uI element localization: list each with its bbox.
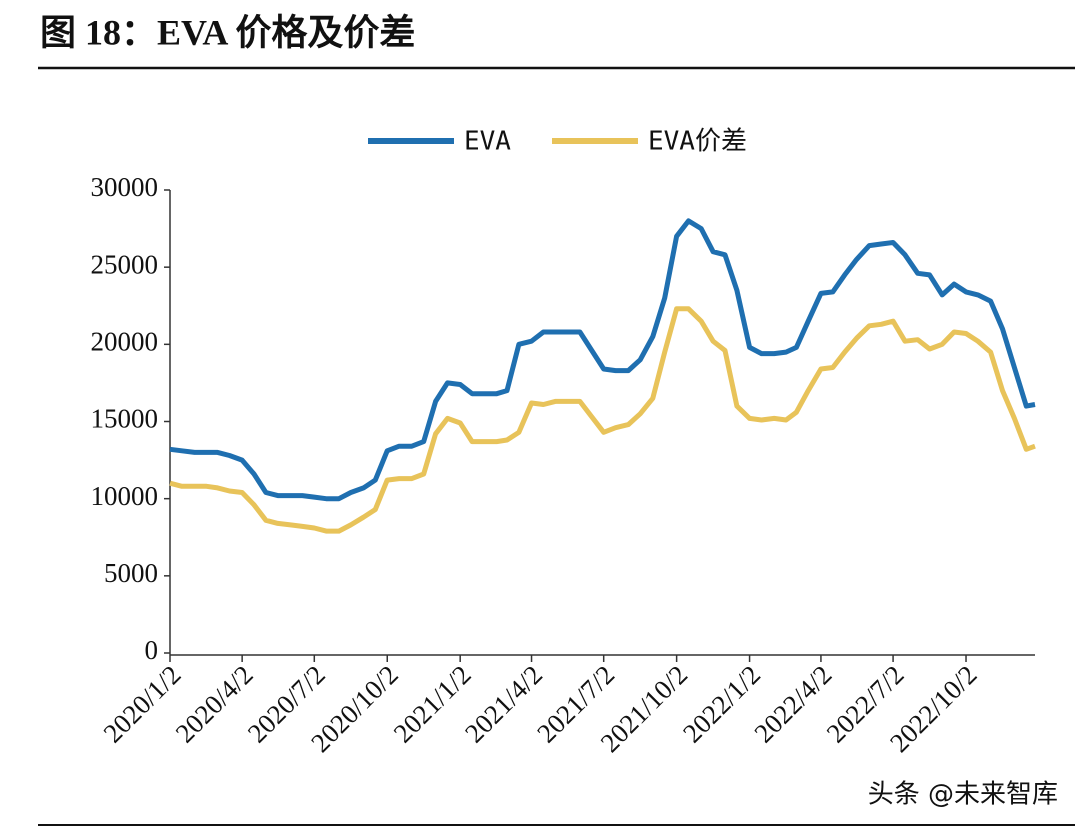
series-line [169, 306, 1036, 534]
series-line [169, 218, 1036, 502]
watermark: 头条 @未来智库 [868, 780, 1058, 810]
x-tick-label: 2022/4/2 [748, 659, 837, 748]
chart-title: 图 18：EVA 价格及价差 [40, 12, 415, 52]
y-tick-label: 10000 [91, 481, 159, 511]
x-tick-label: 2021/4/2 [459, 659, 548, 748]
x-tick-label: 2022/1/2 [677, 659, 766, 748]
x-tick-label: 2021/1/2 [388, 659, 477, 748]
x-tick-label: 2020/1/2 [98, 659, 187, 748]
legend-label: EVA [464, 127, 511, 157]
y-tick-label: 25000 [91, 249, 159, 279]
y-tick-label: 30000 [91, 172, 159, 202]
y-tick-label: 15000 [91, 404, 159, 434]
y-tick-label: 0 [145, 635, 159, 665]
y-tick-label: 5000 [104, 558, 158, 588]
y-tick-label: 20000 [91, 327, 159, 357]
x-tick-label: 2020/4/2 [170, 659, 259, 748]
legend-label: EVA价差 [648, 127, 747, 157]
